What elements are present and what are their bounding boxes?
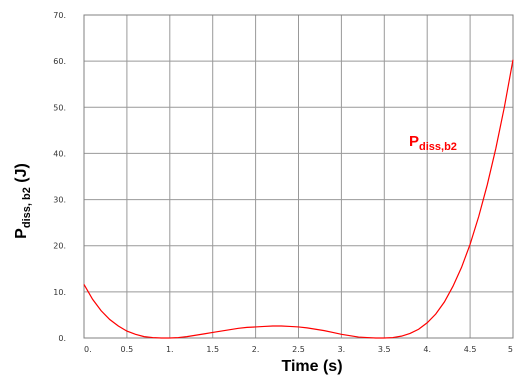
y-tick-label: 50. xyxy=(53,103,66,112)
y-tick-label: 60. xyxy=(53,57,66,66)
y-axis-label-unit: (J) xyxy=(13,163,30,187)
y-axis-label-main: P xyxy=(13,228,30,239)
y-tick-labels: 0. 10. 20. 30. 40. 50. 60. 70. xyxy=(53,11,66,343)
x-tick-label: 3. xyxy=(338,345,346,354)
y-tick-label: 20. xyxy=(53,242,66,251)
x-tick-label: 4. xyxy=(423,345,431,354)
y-tick-label: 0. xyxy=(58,334,66,343)
x-tick-label: 0.5 xyxy=(121,345,134,354)
y-tick-label: 40. xyxy=(53,149,66,158)
x-tick-label: 2.5 xyxy=(292,345,305,354)
series-annotation-sub: diss,b2 xyxy=(419,141,457,153)
grid xyxy=(83,14,514,339)
series-line xyxy=(83,59,514,339)
x-tick-label: 4.5 xyxy=(464,345,477,354)
x-tick-label: 1.5 xyxy=(206,345,219,354)
x-tick-label: 1. xyxy=(166,345,174,354)
x-axis-label: Time (s) xyxy=(281,358,342,375)
y-tick-label: 70. xyxy=(53,11,66,20)
y-axis-label-sub: diss, b2 xyxy=(21,187,33,228)
x-tick-labels: 0. 0.5 1. 1.5 2. 2.5 3. 3.5 4. 4.5 5 xyxy=(84,345,513,354)
series-annotation-main: P xyxy=(409,133,419,150)
y-tick-label: 10. xyxy=(53,288,66,297)
x-tick-label: 0. xyxy=(84,345,92,354)
y-axis-label: Pdiss, b2 (J) xyxy=(13,163,33,239)
x-tick-label: 5 xyxy=(508,345,513,354)
series-annotation: Pdiss,b2 xyxy=(409,133,457,153)
plot-frame xyxy=(83,14,514,339)
y-tick-label: 30. xyxy=(53,196,66,205)
x-tick-label: 2. xyxy=(252,345,260,354)
x-tick-label: 3.5 xyxy=(378,345,391,354)
